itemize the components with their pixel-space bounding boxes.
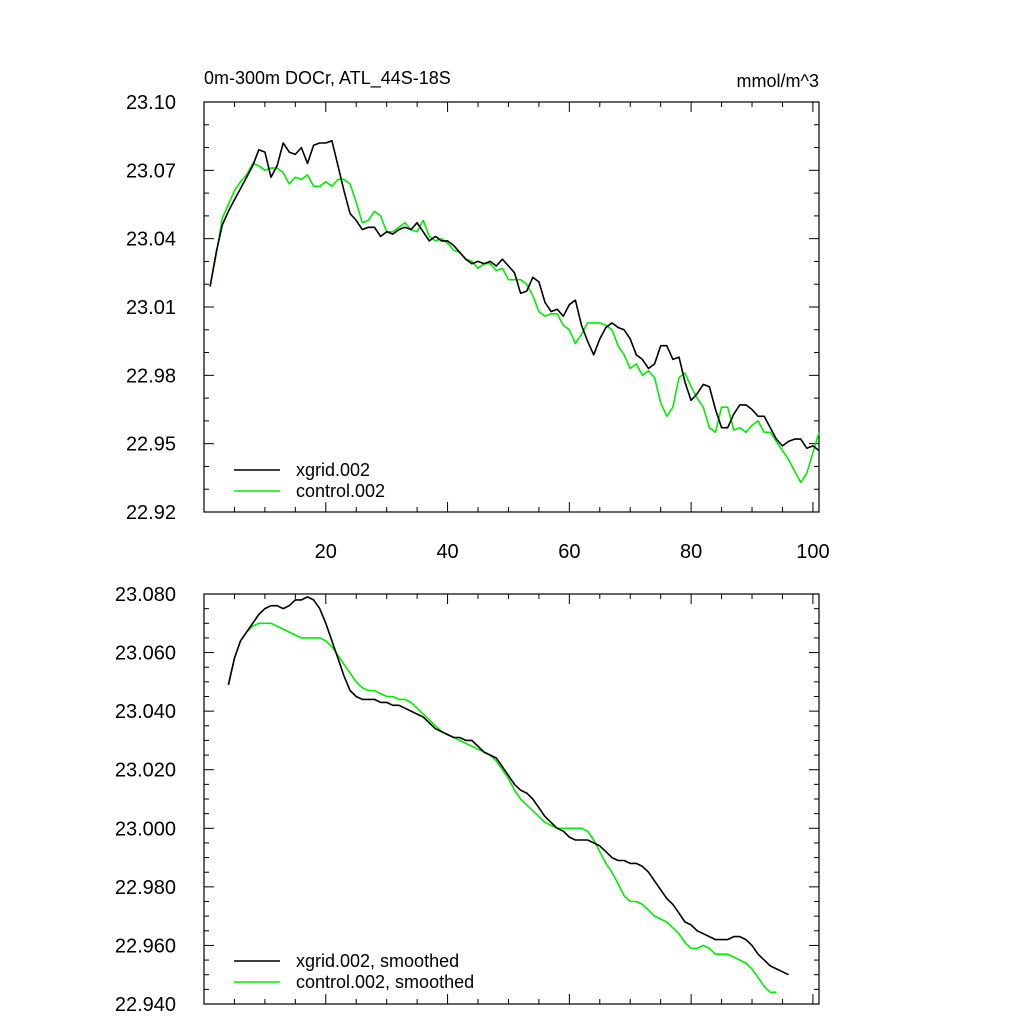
legend-label-control: control.002 [296,481,385,501]
series-line-xgrid-002 [209,139,820,452]
bottom-panel: 22.940 22.960 22.980 23.000 23.020 23.040 23.0… [115,584,820,1016]
y-tick-label: 22.98 [126,365,176,387]
y-tick-label: 22.940 [115,994,176,1016]
series-line-xgrid-002-smoothed [227,596,789,976]
bottom-plot-frame [203,593,820,1005]
y-tick-label: 23.10 [126,92,176,114]
y-tick-label: 23.040 [115,701,176,723]
y-tick-label: 23.080 [115,584,176,606]
top-chart-title: 0m-300m DOCr, ATL_44S-18S [204,68,451,89]
bottom-ticks [204,593,819,1005]
x-tick-label: 20 [315,541,337,563]
y-tick-label: 23.01 [126,297,176,319]
series-line-control-002-smoothed [227,622,777,994]
bottom-y-tick-labels: 22.940 22.960 22.980 23.000 23.020 23.040 23.0… [115,584,176,1016]
series-line-control-002 [209,162,820,484]
bottom-legend: xgrid.002, smoothed control.002, smoothe… [234,951,474,992]
legend-label-control-smoothed: control.002, smoothed [296,972,474,992]
bottom-series-lines [227,596,789,994]
top-panel: 0m-300m DOCr, ATL_44S-18S mmol/m^3 22.92… [126,68,830,563]
y-tick-label: 22.960 [115,935,176,957]
y-tick-label: 22.95 [126,434,176,456]
legend-label-xgrid: xgrid.002 [296,460,370,480]
top-x-tick-labels: 20 40 60 80 100 [315,541,830,563]
y-tick-label: 23.060 [115,643,176,665]
top-plot-frame [203,101,820,513]
y-tick-label: 22.980 [115,877,176,899]
y-tick-label: 23.07 [126,160,176,182]
legend-label-xgrid-smoothed: xgrid.002, smoothed [296,951,459,971]
top-y-tick-labels: 22.92 22.95 22.98 23.01 23.04 23.07 23.10 [126,92,176,524]
top-chart-units: mmol/m^3 [737,71,819,91]
y-tick-label: 23.04 [126,229,176,251]
x-tick-label: 40 [436,541,458,563]
top-series-lines [209,139,820,484]
y-tick-label: 23.000 [115,818,176,840]
x-tick-label: 60 [558,541,580,563]
top-ticks [204,101,819,513]
x-tick-label: 100 [796,541,829,563]
x-tick-label: 80 [680,541,702,563]
y-tick-label: 22.92 [126,502,176,524]
y-tick-label: 23.020 [115,760,176,782]
top-legend: xgrid.002 control.002 [234,460,385,501]
